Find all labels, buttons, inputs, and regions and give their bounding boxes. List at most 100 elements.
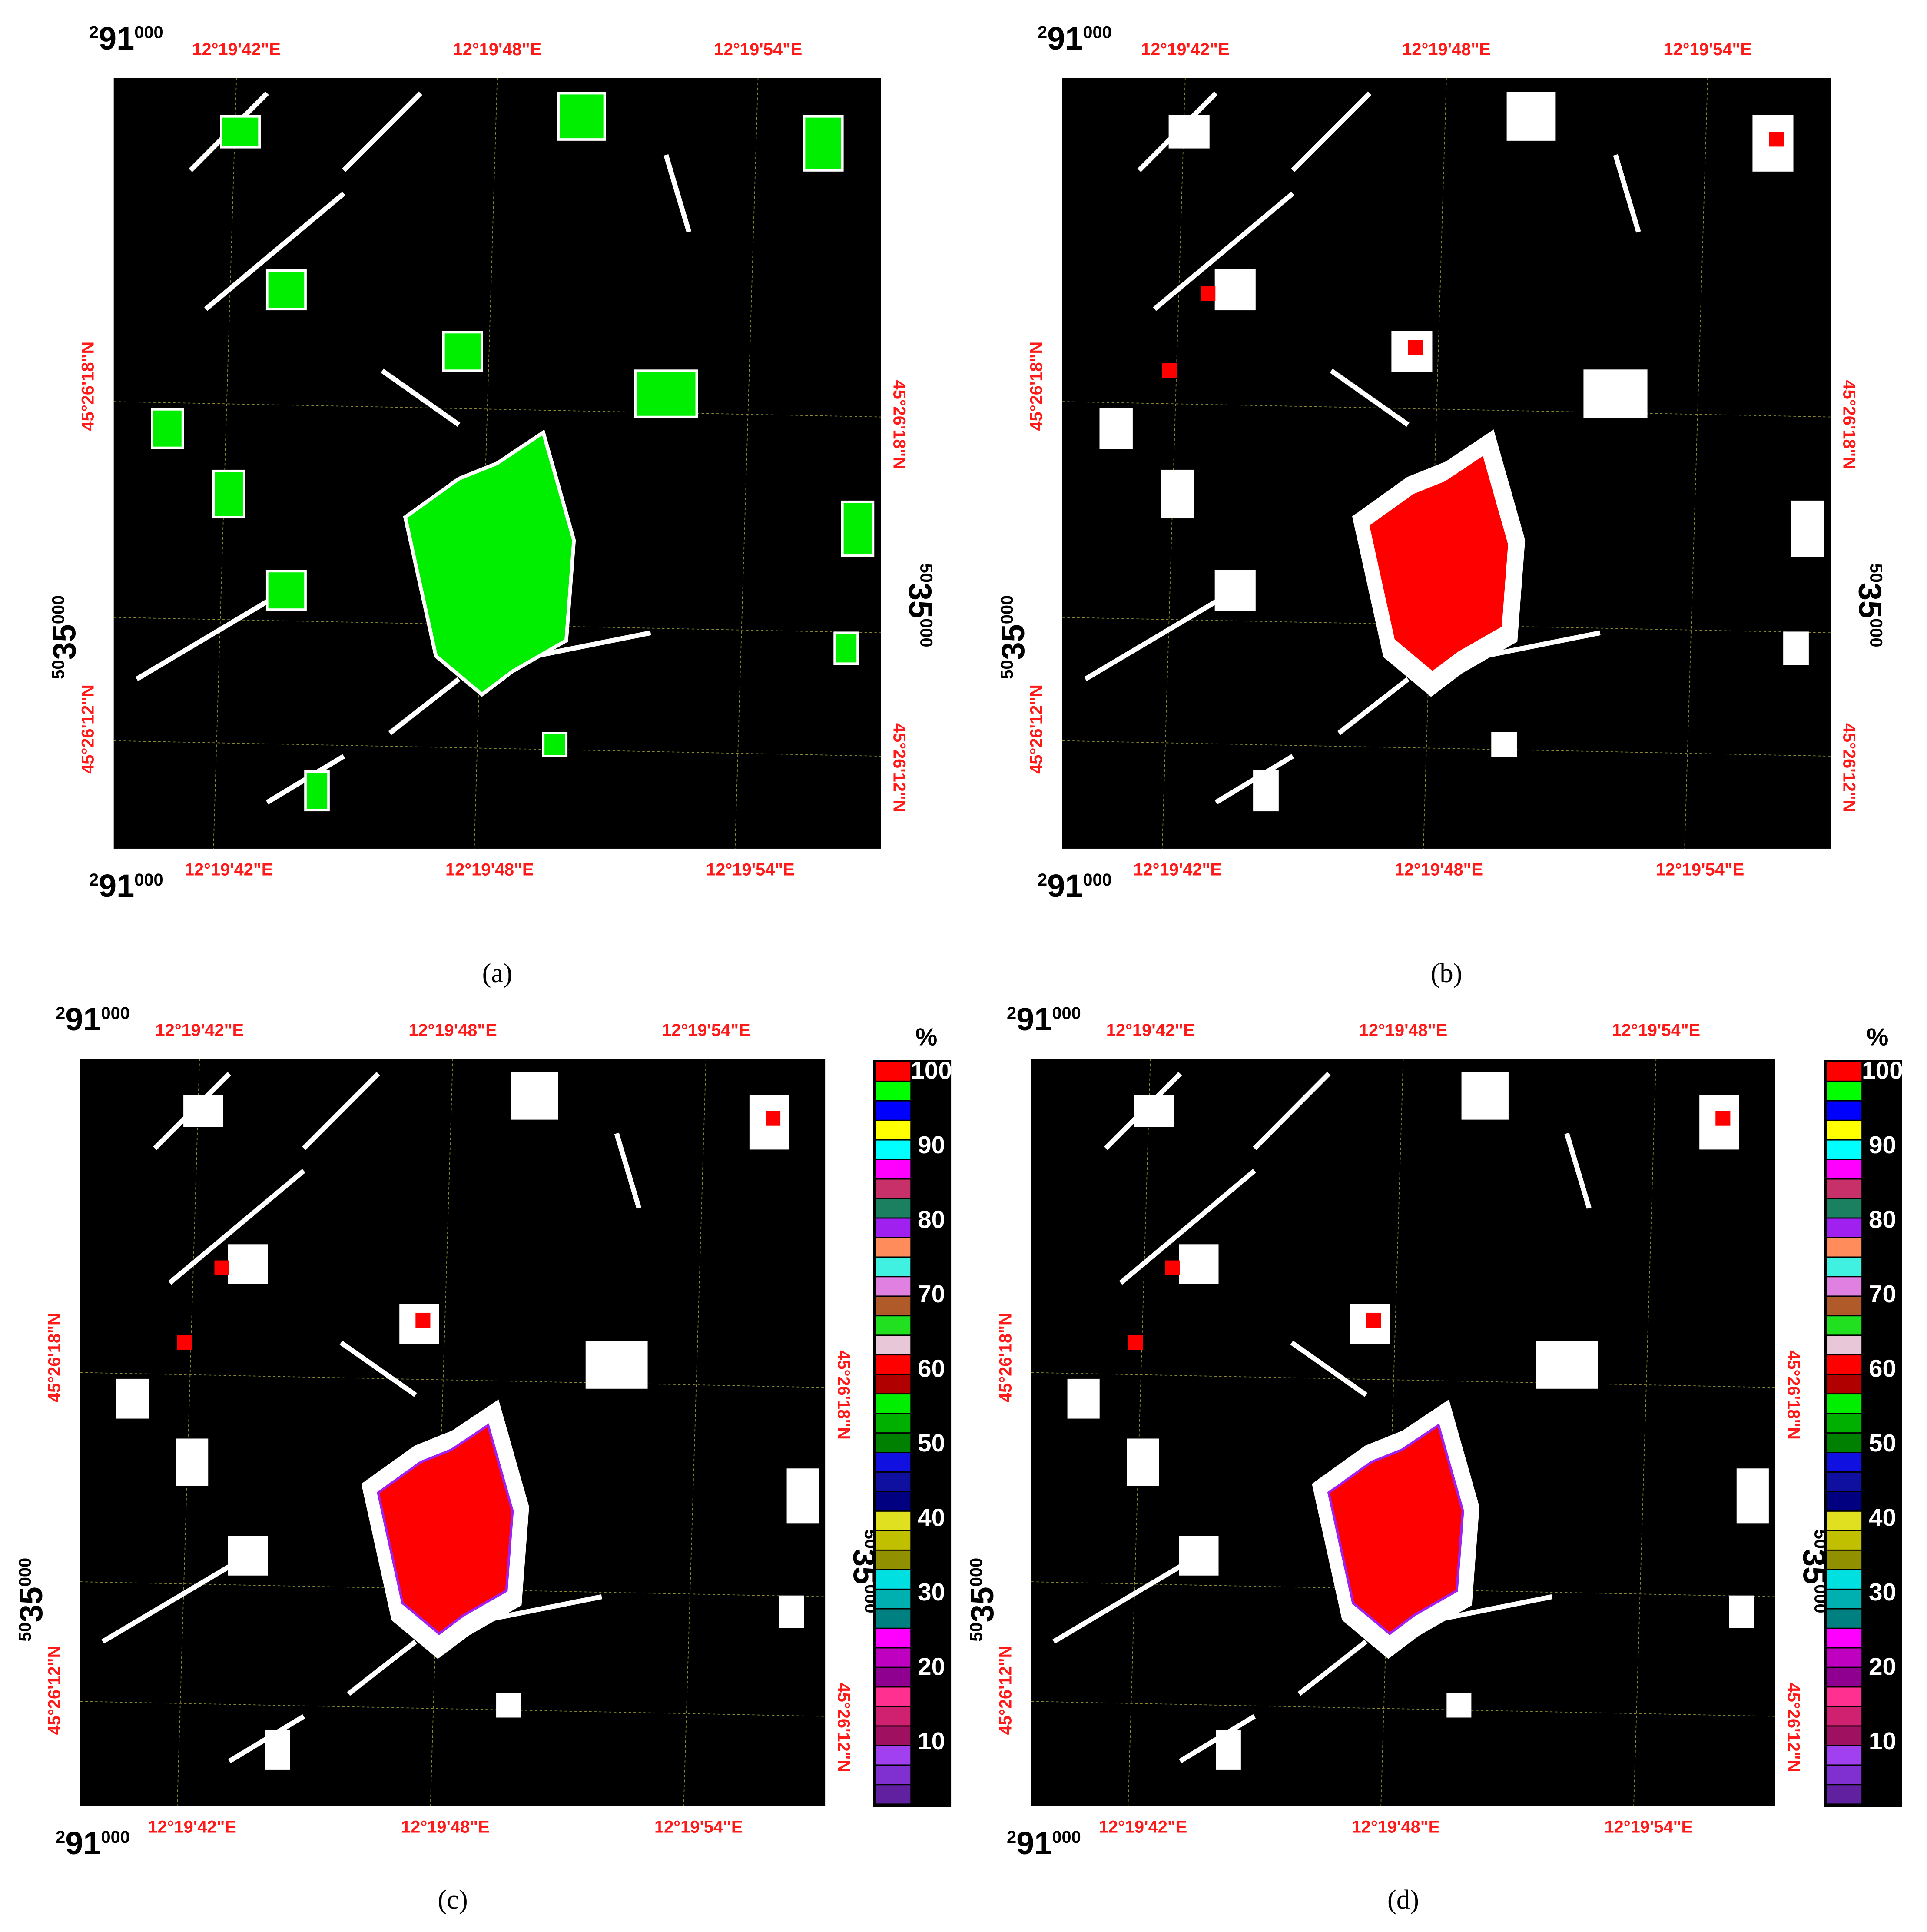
- graticule: [1423, 78, 1447, 849]
- parcel: [1168, 115, 1210, 149]
- corner-part: 50: [49, 660, 68, 679]
- parcel: [1791, 500, 1824, 557]
- corner-part: 91: [65, 1825, 101, 1861]
- legend-label: 50: [1869, 1430, 1896, 1457]
- road-segment: [1337, 677, 1410, 735]
- parcel: [228, 1536, 268, 1576]
- road-segment: [347, 1640, 417, 1696]
- coordinate-corner: 5035000: [1852, 564, 1888, 647]
- parcel: [265, 1730, 290, 1770]
- map-panel: 12°19'42"E 12°19'42"E 12°19'48"E 12°19'48"E…: [995, 20, 1888, 988]
- legend-swatch: [876, 1238, 911, 1257]
- legend-swatch: [1827, 1101, 1862, 1120]
- road-segment: [1613, 154, 1641, 233]
- pixel-core: [415, 1312, 431, 1328]
- graticule: [734, 78, 759, 849]
- corner-part: 2: [89, 870, 99, 889]
- legend-label: 90: [1869, 1132, 1896, 1159]
- corner-part: 50: [966, 1622, 985, 1641]
- legend-swatch: [1827, 1316, 1862, 1335]
- legend-swatch: [876, 1082, 911, 1100]
- field-core: [377, 1423, 514, 1636]
- legend-label: 90: [918, 1132, 945, 1159]
- corner-part: 000: [1052, 1003, 1081, 1022]
- corner-part: 000: [49, 595, 68, 624]
- legend-swatch: [876, 1785, 911, 1804]
- legend-swatch: [876, 1414, 911, 1433]
- corner-part: 2: [1038, 23, 1047, 42]
- coordinate-corner: 5035000: [46, 595, 82, 679]
- parcel: [1214, 269, 1256, 311]
- road-segment: [1253, 1072, 1331, 1150]
- legend-label: 100: [1862, 1057, 1903, 1084]
- legend-label: 60: [1869, 1355, 1896, 1383]
- legend-swatch: [876, 1629, 911, 1647]
- coordinate-corner: 5035000: [902, 564, 939, 647]
- graticule: [176, 1059, 200, 1806]
- legend-title: %: [1867, 1024, 1889, 1051]
- legend-swatch: [876, 1336, 911, 1354]
- legend-swatch: [1827, 1277, 1862, 1296]
- northing-label: 45°26'12"N: [1839, 723, 1858, 813]
- parcel: [1491, 732, 1517, 757]
- legend-swatch: [876, 1531, 911, 1550]
- legend-swatch: [1827, 1766, 1862, 1784]
- legend-swatch: [1827, 1492, 1862, 1510]
- parcel: [1179, 1244, 1219, 1284]
- legend-swatch: [876, 1766, 911, 1784]
- legend-swatch: [876, 1472, 911, 1491]
- road-segment: [342, 91, 422, 172]
- legend-swatch: [1827, 1550, 1862, 1569]
- corner-part: 91: [1047, 20, 1083, 56]
- easting-label: 12°19'42"E: [1133, 860, 1222, 880]
- legend-swatch: [1827, 1726, 1862, 1745]
- corner-part: 35: [13, 1587, 49, 1622]
- corner-part: 2: [56, 1827, 65, 1846]
- corner-part: 000: [134, 870, 163, 889]
- easting-label: 12°19'48"E: [1359, 1021, 1448, 1040]
- graticule: [80, 1372, 826, 1388]
- corner-part: 2: [1007, 1827, 1016, 1846]
- parcel: [1134, 1095, 1174, 1127]
- legend-swatch: [876, 1707, 911, 1726]
- corner-part: 000: [101, 1827, 129, 1846]
- easting-label: 12°19'42"E: [192, 40, 281, 59]
- coordinate-corner: 291000: [1038, 867, 1112, 903]
- parcel: [779, 1595, 804, 1628]
- easting-label: 12°19'48"E: [1402, 40, 1491, 59]
- legend-swatch: [1827, 1668, 1862, 1686]
- graticule: [1161, 78, 1186, 849]
- parcel: [212, 469, 245, 519]
- legend-swatch: [1827, 1746, 1862, 1765]
- northing-label: 45°26'18"N: [1027, 342, 1046, 431]
- corner-part: 35: [964, 1587, 1000, 1622]
- easting-label: 12°19'48"E: [1352, 1818, 1440, 1837]
- parcel: [786, 1468, 819, 1524]
- coordinate-corner: 291000: [56, 1825, 130, 1861]
- graticule: [80, 1701, 826, 1717]
- legend-label: 30: [918, 1579, 945, 1606]
- legend-swatch: [876, 1160, 911, 1178]
- legend-label: 30: [1869, 1579, 1896, 1606]
- legend-swatch: [1827, 1590, 1862, 1608]
- legend-swatch: [876, 1550, 911, 1569]
- corner-part: 50: [917, 564, 936, 583]
- northing-label: 45°26'18"N: [1784, 1350, 1803, 1440]
- easting-label: 12°19'48"E: [453, 40, 542, 59]
- road-segment: [388, 677, 461, 735]
- coordinate-corner: 291000: [89, 20, 163, 56]
- corner-part: 2: [1007, 1003, 1016, 1022]
- legend-swatch: [876, 1433, 911, 1452]
- parcel: [228, 1244, 268, 1284]
- legend-label: 60: [918, 1355, 945, 1383]
- parcel: [1127, 1438, 1159, 1486]
- legend-label: 40: [918, 1504, 945, 1532]
- road-segment: [339, 1341, 417, 1397]
- northing-label: 45°26'18"N: [78, 342, 97, 431]
- graticule: [474, 78, 498, 849]
- northing-label: 45°26'18"N: [996, 1313, 1015, 1402]
- northing-label: 45°26'12"N: [834, 1683, 853, 1773]
- easting-label: 12°19'42"E: [148, 1818, 236, 1837]
- parcel: [1253, 770, 1279, 812]
- road-segment: [535, 630, 651, 659]
